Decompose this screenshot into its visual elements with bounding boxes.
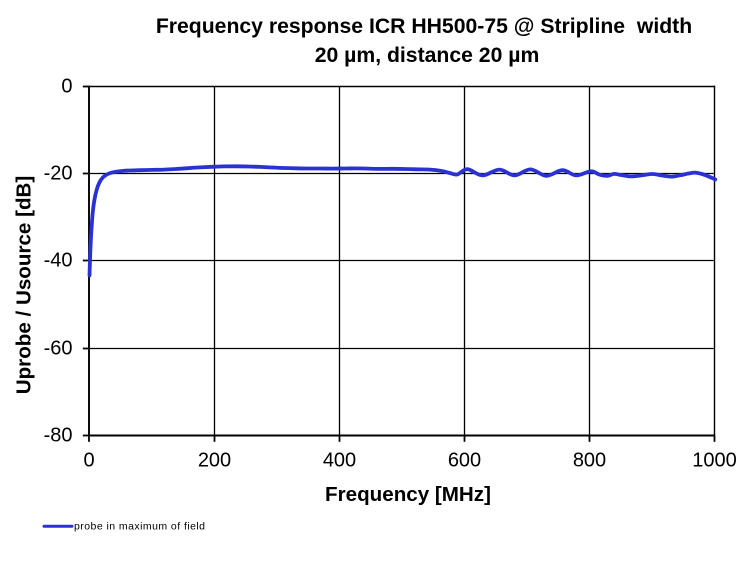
svg-text:400: 400 bbox=[323, 449, 356, 471]
svg-text:20 µm, distance 20 µm: 20 µm, distance 20 µm bbox=[315, 44, 540, 67]
svg-text:200: 200 bbox=[198, 449, 231, 471]
svg-text:-80: -80 bbox=[44, 425, 73, 447]
svg-text:0: 0 bbox=[61, 76, 72, 98]
svg-text:0: 0 bbox=[83, 449, 94, 471]
svg-text:probe in maximum of field: probe in maximum of field bbox=[74, 520, 205, 532]
svg-text:-40: -40 bbox=[44, 250, 73, 272]
svg-text:-20: -20 bbox=[44, 163, 73, 185]
svg-text:800: 800 bbox=[573, 449, 606, 471]
svg-text:Frequency response ICR HH500-7: Frequency response ICR HH500-75 @ Stripl… bbox=[156, 15, 692, 38]
svg-text:1000: 1000 bbox=[692, 449, 737, 471]
svg-text:Frequency [MHz]: Frequency [MHz] bbox=[325, 483, 491, 506]
svg-text:-60: -60 bbox=[44, 338, 73, 360]
svg-text:Uprobe / Usource [dB]: Uprobe / Usource [dB] bbox=[13, 176, 36, 395]
svg-text:600: 600 bbox=[448, 449, 481, 471]
